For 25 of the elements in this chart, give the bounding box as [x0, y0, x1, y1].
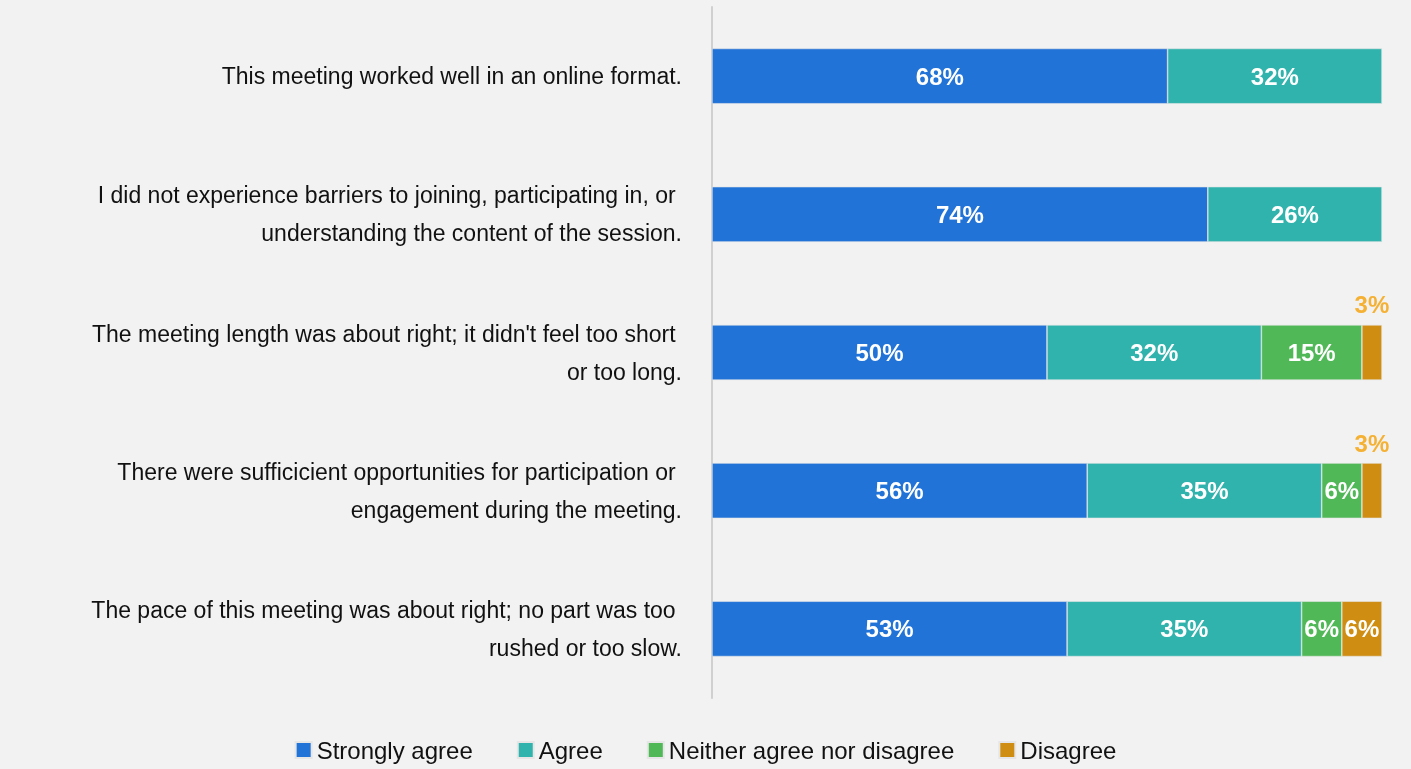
legend-label: Disagree	[1020, 736, 1117, 764]
legend-label: Neither agree nor disagree	[668, 736, 955, 764]
data-label: 26%	[1270, 200, 1319, 228]
data-label: 15%	[1287, 339, 1336, 366]
data-label: 53%	[865, 615, 914, 643]
data-label: 74%	[935, 200, 984, 228]
y-tick-label: I did not experience barriers to joining, participating in, or understanding the content of the session.	[97, 182, 682, 247]
data-label: 6%	[1344, 615, 1380, 643]
data-label: 3%	[1354, 291, 1390, 319]
data-label: 6%	[1324, 477, 1360, 505]
data-label: 32%	[1130, 339, 1179, 366]
data-label: 3%	[1354, 429, 1390, 457]
data-label: 35%	[1160, 615, 1209, 643]
data-label: 32%	[1250, 62, 1299, 90]
data-label: 56%	[875, 477, 924, 505]
legend-label: Agree	[538, 736, 603, 764]
y-tick-label: The pace of this meeting was about right; no part was too rushed or too slow.	[91, 596, 682, 661]
y-tick-label: The meeting length was about right; it didn't feel too short or too long.	[92, 320, 682, 385]
data-label: 35%	[1180, 477, 1229, 505]
data-label: 50%	[855, 339, 904, 366]
legend-label: Strongly agree	[316, 736, 473, 764]
y-tick-label: This meeting worked well in an online format.	[221, 63, 682, 90]
y-tick-label: There were sufficicient opportunities for participation or engagement during the meeting.	[117, 458, 682, 523]
data-label: 6%	[1304, 615, 1340, 643]
data-label: 68%	[915, 62, 964, 90]
